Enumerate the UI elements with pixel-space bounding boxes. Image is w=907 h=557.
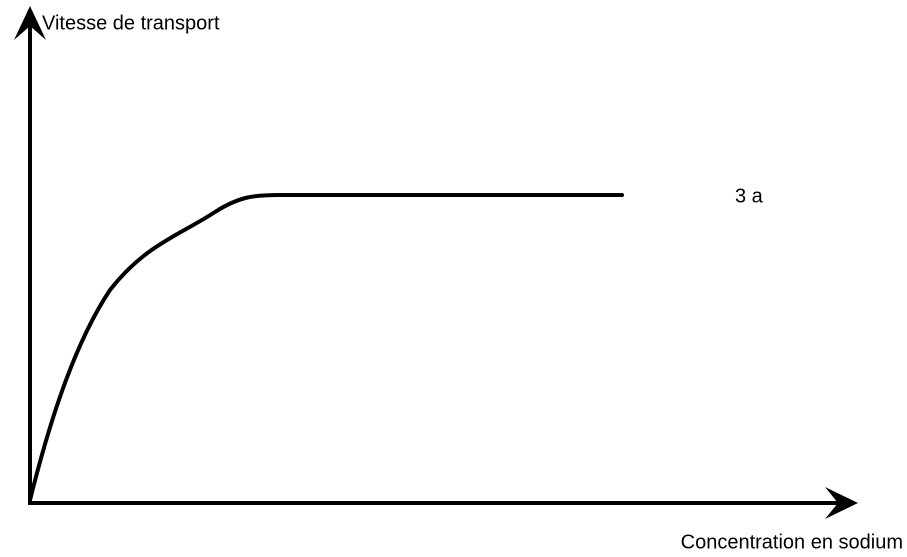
curve (28, 193, 624, 502)
curve-label: 3 a (735, 185, 764, 207)
x-axis-arrow (825, 487, 858, 519)
y-axis-label: Vitesse de transport (42, 12, 220, 34)
x-axis-label: Concentration en sodium (681, 531, 903, 553)
y-axis-arrow (14, 6, 46, 40)
